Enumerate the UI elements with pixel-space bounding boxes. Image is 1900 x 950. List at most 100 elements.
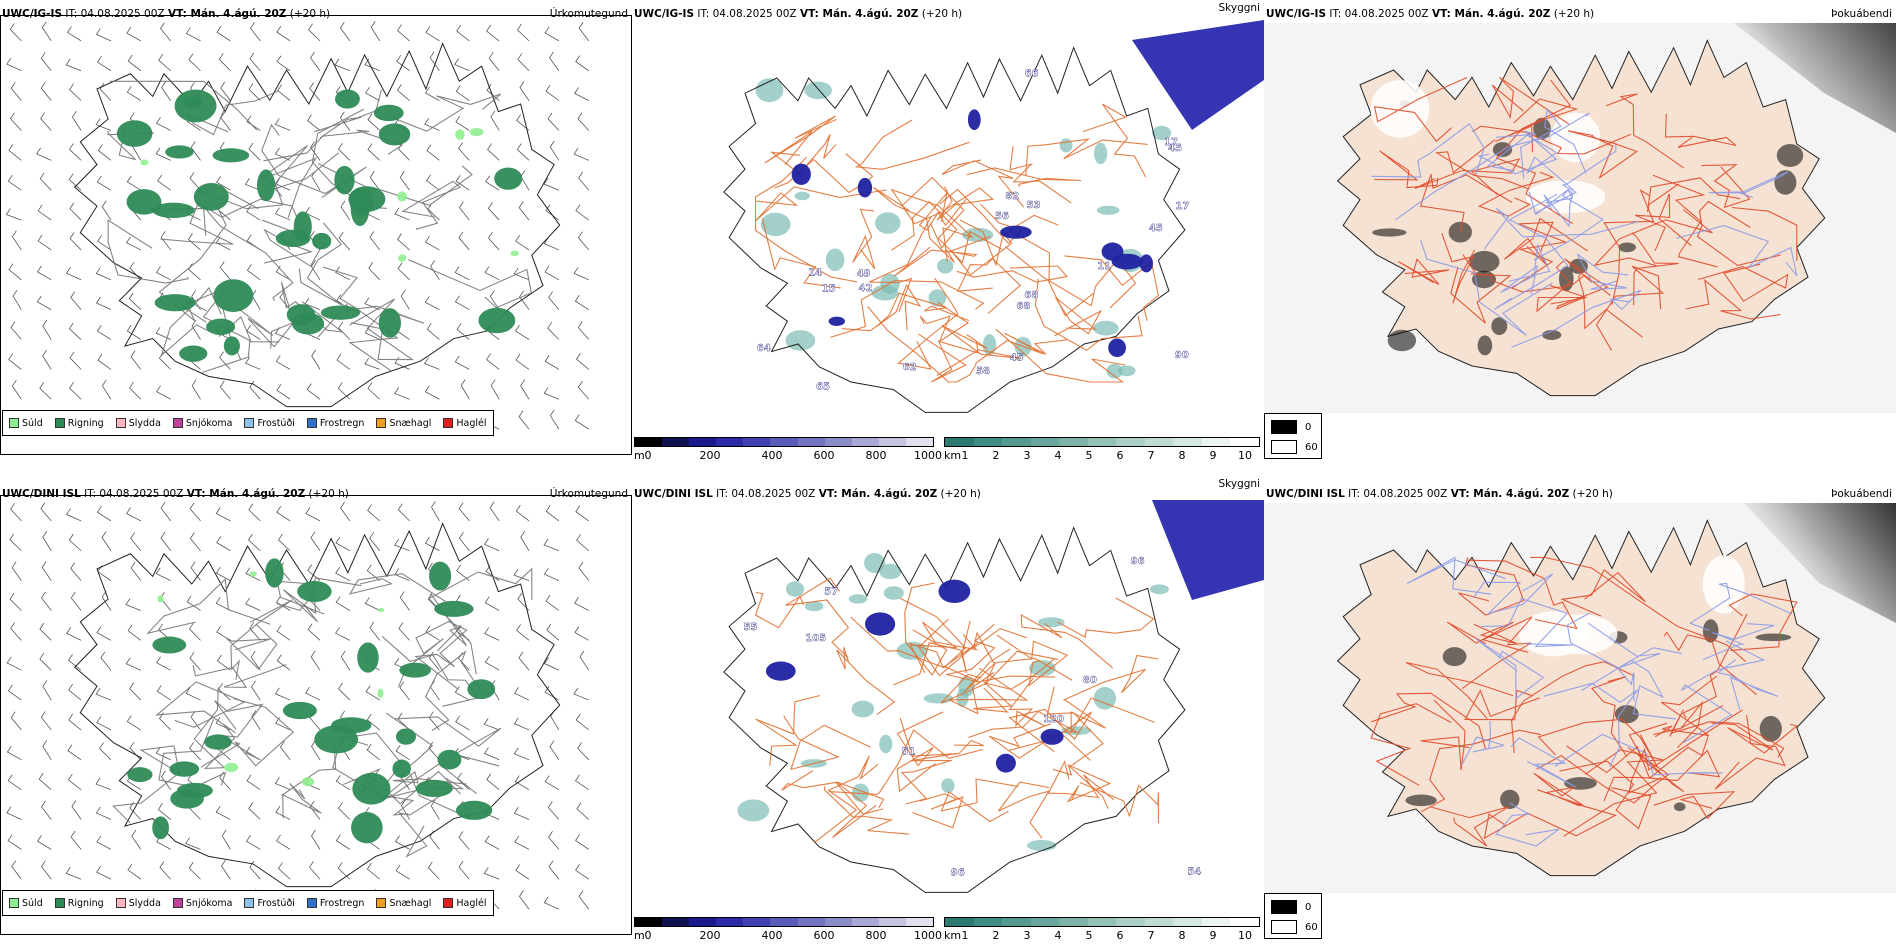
- road: [1663, 631, 1757, 696]
- wind-barb: [305, 507, 321, 522]
- rain-cell: [399, 662, 431, 678]
- wind-barb: [155, 147, 171, 161]
- wind-barb: [514, 687, 530, 701]
- road: [1054, 297, 1103, 337]
- wind-barb: [426, 144, 440, 161]
- wind-barb: [160, 230, 171, 251]
- wind-barb: [576, 534, 590, 552]
- road: [424, 650, 482, 732]
- wind-barb: [394, 387, 410, 400]
- fog-cell: [1614, 705, 1639, 724]
- wind-barb: [125, 598, 141, 611]
- wind-barb: [518, 201, 530, 221]
- wind-barb: [216, 536, 231, 552]
- wind-barb: [516, 23, 530, 42]
- wind-barb: [125, 657, 141, 671]
- wind-barb: [520, 531, 530, 551]
- road: [996, 634, 1069, 687]
- wind-barb: [458, 532, 470, 551]
- legend-item: Rigning: [54, 898, 104, 909]
- legend-swatch: [54, 898, 65, 908]
- road: [1472, 573, 1554, 615]
- road: [155, 681, 246, 734]
- base-unit: m: [634, 449, 645, 462]
- wind-barb: [455, 115, 470, 131]
- road: [1491, 76, 1570, 125]
- wind-barb: [489, 290, 500, 310]
- road: [909, 618, 979, 677]
- wind-barb: [41, 591, 52, 611]
- road: [414, 620, 468, 690]
- wind-barb: [71, 110, 82, 131]
- wind-barb: [547, 801, 560, 820]
- wind-barb: [37, 835, 52, 850]
- road: [1595, 265, 1665, 351]
- rain-cell: [170, 788, 204, 809]
- road: [875, 292, 970, 328]
- rain-areas: [127, 558, 496, 844]
- wind-barb: [424, 86, 440, 101]
- rain-cell: [320, 305, 361, 320]
- road: [1441, 233, 1476, 304]
- wind-barb: [543, 177, 560, 191]
- wind-barb: [366, 862, 380, 880]
- low-vis-cell: [1028, 660, 1056, 676]
- road: [1634, 193, 1692, 252]
- low-vis-cell: [1152, 125, 1172, 141]
- road: [868, 216, 932, 312]
- low-vis-cell: [785, 330, 816, 351]
- wind-barb: [129, 381, 142, 400]
- road: [1008, 678, 1046, 727]
- road: [283, 577, 362, 623]
- wind-barb: [36, 295, 52, 311]
- wind-barb: [8, 353, 22, 370]
- wind-barb: [191, 379, 201, 400]
- cloud-base-label: 68: [1016, 301, 1030, 312]
- wind-barb: [251, 680, 261, 701]
- wind-barb: [369, 231, 381, 251]
- wind-barb: [96, 324, 112, 340]
- road: [1371, 122, 1485, 178]
- cloud-base-label: 64: [757, 343, 771, 354]
- cloud-base-label: 68: [1024, 290, 1038, 301]
- wind-barb: [246, 234, 261, 251]
- wind-barb: [309, 800, 321, 820]
- legend-item: Snæhagl: [376, 898, 431, 909]
- wind-barb: [335, 596, 351, 611]
- rain-cell: [152, 636, 187, 654]
- wind-barb: [577, 381, 590, 400]
- sea-cloud-base: [1152, 500, 1264, 600]
- wind-barb: [219, 351, 231, 370]
- precip-legend: Súld Rigning Slydda Snjókoma Frostúði Fr…: [2, 410, 494, 436]
- rain-cell: [429, 561, 452, 591]
- wind-barb: [573, 147, 589, 161]
- legend-item: Snæhagl: [376, 418, 431, 429]
- wind-barb: [39, 652, 52, 671]
- wind-barb: [548, 860, 560, 880]
- low-vis-cell: [1059, 138, 1073, 153]
- legend-swatch: [54, 418, 65, 428]
- cloud-base-label: 66: [1025, 69, 1039, 80]
- wind-barb: [574, 294, 589, 310]
- wind-barb: [490, 110, 500, 131]
- panel-title: UWC/DINI ISL IT: 04.08.2025 00Z VT: Mán.…: [2, 488, 349, 500]
- vis-colorbar: [944, 917, 1260, 927]
- wind-barb: [42, 319, 52, 340]
- cloud-base-label: 82: [1005, 191, 1019, 202]
- wind-barb: [425, 625, 440, 641]
- wind-barb: [513, 267, 530, 281]
- wind-barb: [397, 262, 410, 281]
- road: [897, 277, 959, 370]
- road: [322, 266, 399, 372]
- low-vis-cell: [875, 212, 901, 234]
- sea-fog: [1734, 23, 1896, 133]
- road: [1371, 692, 1487, 749]
- wind-barb: [578, 171, 590, 191]
- wind-barb: [309, 82, 321, 101]
- low-vis-cell: [928, 289, 947, 307]
- wind-barb: [275, 355, 291, 370]
- rain-cell: [127, 767, 153, 783]
- wind-barb: [220, 81, 231, 101]
- road: [814, 755, 879, 843]
- sea-cloud-base: [1132, 20, 1264, 130]
